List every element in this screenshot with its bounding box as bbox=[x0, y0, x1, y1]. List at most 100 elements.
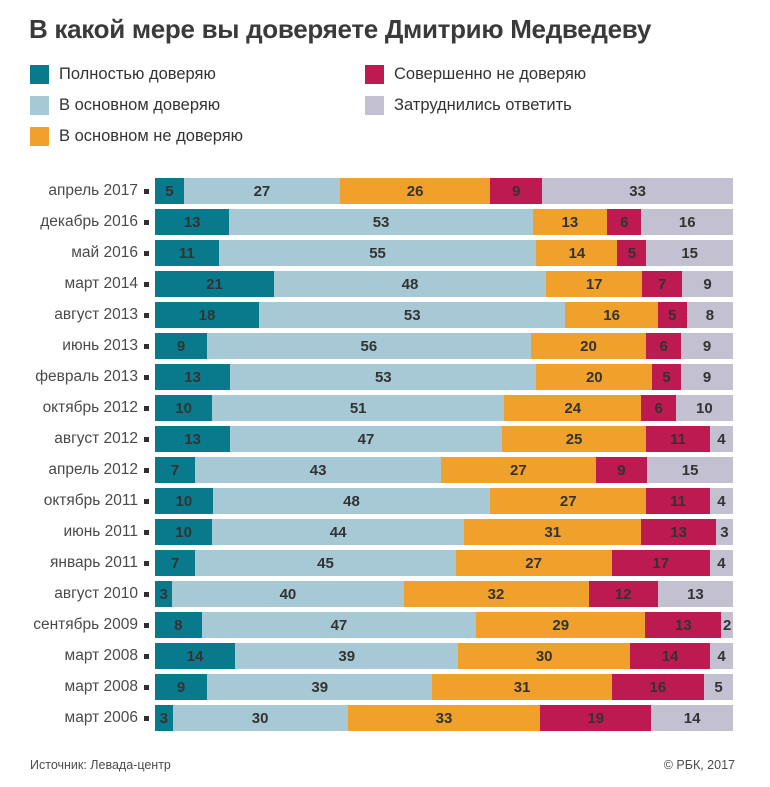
chart-row: март 2014 21 48 17 7 9 bbox=[30, 271, 733, 298]
segment-value: 5 bbox=[165, 182, 174, 200]
segment-value: 39 bbox=[311, 678, 329, 696]
segment-value: 3 bbox=[159, 585, 168, 603]
chart-row: октябрь 2012 10 51 24 6 10 bbox=[30, 395, 734, 422]
bar-segment: 24 bbox=[504, 395, 642, 422]
bar-segment: 16 bbox=[641, 209, 733, 236]
chart-row: октябрь 2011 10 48 27 11 4 bbox=[30, 488, 733, 515]
bar-segment: 6 bbox=[646, 333, 681, 360]
segment-value: 9 bbox=[703, 275, 712, 293]
row-marker-icon bbox=[144, 436, 149, 442]
bar-segment: 20 bbox=[530, 333, 647, 360]
row-label: октябрь 2011 bbox=[43, 492, 138, 510]
segment-value: 13 bbox=[184, 368, 201, 386]
bar-segment: 32 bbox=[403, 581, 589, 608]
row-label: декабрь 2016 bbox=[40, 213, 138, 231]
bar-segment: 9 bbox=[490, 178, 543, 205]
source-credit: Источник: Левада-центр bbox=[30, 758, 171, 773]
row-marker-icon bbox=[144, 653, 149, 659]
segment-value: 33 bbox=[435, 709, 453, 727]
bar-segment: 4 bbox=[709, 488, 733, 515]
segment-value: 17 bbox=[585, 275, 603, 293]
segment-value: 9 bbox=[617, 461, 626, 479]
bar-segment: 11 bbox=[646, 426, 710, 453]
segment-value: 2 bbox=[722, 616, 732, 634]
bar-segment: 31 bbox=[464, 519, 642, 546]
bar-segment: 13 bbox=[657, 581, 733, 608]
stacked-bar: 11 55 14 5 15 bbox=[155, 240, 734, 267]
bar-segment: 17 bbox=[611, 550, 710, 577]
bar-segment: 25 bbox=[501, 426, 647, 453]
bar-segment: 4 bbox=[709, 426, 733, 453]
bar-segment: 13 bbox=[641, 519, 716, 546]
legend-label: Совершенно не доверяю bbox=[394, 65, 587, 84]
segment-value: 48 bbox=[343, 492, 360, 510]
row-label: март 2014 bbox=[64, 275, 138, 293]
chart-row: декабрь 2016 13 53 13 6 16 bbox=[30, 209, 733, 236]
segment-value: 14 bbox=[661, 647, 679, 665]
stacked-bar: 21 48 17 7 9 bbox=[155, 271, 733, 298]
bar-segment: 14 bbox=[651, 705, 733, 732]
segment-value: 13 bbox=[183, 213, 201, 231]
row-marker-icon bbox=[144, 498, 149, 504]
stacked-bar: 10 44 31 13 3 bbox=[155, 519, 733, 546]
stacked-bar: 3 40 32 12 13 bbox=[155, 581, 733, 608]
segment-value: 9 bbox=[176, 678, 186, 696]
segment-value: 27 bbox=[525, 554, 542, 572]
bar-segment: 17 bbox=[546, 271, 643, 298]
segment-value: 3 bbox=[720, 523, 729, 541]
bar-segment: 4 bbox=[709, 550, 733, 577]
segment-value: 33 bbox=[629, 182, 646, 200]
segment-value: 9 bbox=[512, 182, 521, 200]
bar-segment: 16 bbox=[611, 674, 705, 701]
segment-value: 5 bbox=[668, 306, 677, 324]
row-label: март 2006 bbox=[64, 709, 138, 727]
bar-segment: 4 bbox=[710, 643, 734, 670]
segment-value: 39 bbox=[338, 647, 356, 665]
footer: Источник: Левада-центр © РБК, 2017 bbox=[30, 758, 735, 772]
bar-segment: 53 bbox=[259, 302, 566, 329]
row-label: март 2008 bbox=[64, 647, 138, 665]
segment-value: 14 bbox=[568, 244, 586, 262]
bar-segment: 15 bbox=[647, 457, 733, 484]
segment-value: 53 bbox=[372, 213, 390, 231]
segment-value: 6 bbox=[654, 399, 663, 417]
segment-value: 15 bbox=[681, 244, 698, 262]
chart-row: август 2010 3 40 32 12 13 bbox=[30, 581, 733, 608]
row-marker-icon bbox=[144, 188, 149, 194]
bar-segment: 27 bbox=[490, 488, 647, 515]
segment-value: 5 bbox=[627, 244, 637, 262]
bar-segment: 13 bbox=[155, 209, 230, 236]
segment-value: 6 bbox=[659, 337, 668, 355]
segment-value: 7 bbox=[171, 554, 180, 572]
segment-value: 30 bbox=[535, 647, 553, 665]
segment-value: 14 bbox=[683, 709, 701, 727]
chart-row: март 2008 9 39 31 16 5 bbox=[30, 674, 734, 701]
bar-segment: 30 bbox=[458, 643, 630, 670]
bar-segment: 9 bbox=[155, 333, 208, 360]
row-label: февраль 2013 bbox=[35, 368, 138, 386]
chart-row: январь 2011 7 45 27 17 4 bbox=[30, 550, 733, 577]
chart-title: В какой мере вы доверяете Дмитрию Медвед… bbox=[29, 14, 651, 44]
segment-value: 16 bbox=[678, 213, 696, 231]
row-marker-icon bbox=[144, 219, 149, 225]
chart-row: июнь 2013 9 56 20 6 9 bbox=[30, 333, 733, 360]
segment-value: 21 bbox=[206, 275, 223, 293]
segment-value: 8 bbox=[705, 306, 715, 324]
legend-column: Совершенно не доверяю Затруднились ответи… bbox=[365, 65, 586, 158]
bar-segment: 7 bbox=[642, 271, 682, 298]
row-marker-icon bbox=[144, 312, 149, 318]
chart-row: май 2016 11 55 14 5 15 bbox=[30, 240, 734, 267]
chart-row: август 2013 18 53 16 5 8 bbox=[30, 302, 734, 329]
segment-value: 47 bbox=[330, 616, 348, 634]
bar-segment: 44 bbox=[212, 519, 465, 546]
bar-segment: 55 bbox=[218, 240, 537, 267]
bar-segment: 48 bbox=[212, 488, 491, 515]
bar-segment: 5 bbox=[704, 674, 734, 701]
row-marker-icon bbox=[144, 560, 149, 566]
segment-value: 27 bbox=[510, 461, 527, 479]
legend-swatch-icon bbox=[30, 96, 49, 116]
stacked-bar: 7 43 27 9 15 bbox=[155, 457, 733, 484]
segment-value: 32 bbox=[487, 585, 505, 603]
segment-value: 20 bbox=[585, 368, 603, 386]
legend-item: Затруднились ответить bbox=[365, 96, 586, 116]
